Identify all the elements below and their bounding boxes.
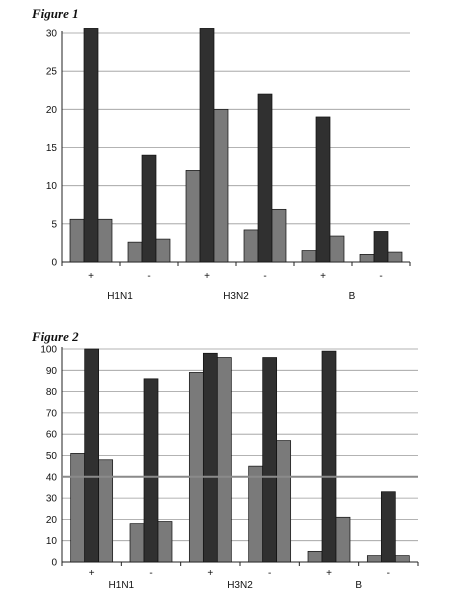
fig1-y-tick-label: 10 bbox=[46, 181, 58, 192]
fig2-y-tick-label: 20 bbox=[46, 515, 58, 526]
fig1-y-tick-label: 5 bbox=[51, 219, 57, 230]
fig2-bar-6-series-1 bbox=[366, 555, 382, 563]
fig1-category-label: + bbox=[204, 271, 210, 282]
fig2-bar-1-series-3 bbox=[98, 459, 114, 563]
fig1-bar-1-series-2 bbox=[83, 28, 99, 263]
fig1-category-label: - bbox=[147, 271, 150, 282]
fig2-bar-5-series-2 bbox=[321, 350, 337, 563]
fig2-y-tick-label: 60 bbox=[46, 430, 58, 441]
fig2-bar-5-series-1 bbox=[307, 550, 323, 563]
fig2-bar-4-series-2 bbox=[262, 357, 278, 563]
fig2-group-label: H3N2 bbox=[227, 580, 253, 591]
fig1-group-label: H3N2 bbox=[223, 291, 249, 302]
fig2-bar-4-series-3 bbox=[276, 440, 292, 563]
fig1-bar-3-series-3 bbox=[213, 108, 229, 263]
fig1-category-label: - bbox=[263, 271, 266, 282]
fig1-bar-4-series-2 bbox=[257, 93, 273, 263]
fig2-y-tick-label: 0 bbox=[51, 558, 57, 569]
fig1-bar-6-series-2 bbox=[373, 231, 389, 263]
fig1-bar-5-series-3 bbox=[329, 235, 345, 263]
fig1-group-label: B bbox=[349, 291, 356, 302]
fig2-bar-3-series-1 bbox=[188, 372, 204, 563]
fig2-y-tick-label: 80 bbox=[46, 387, 58, 398]
fig1-bar-4-series-3 bbox=[271, 208, 287, 263]
fig2-category-label: + bbox=[89, 568, 95, 579]
fig2-bar-2-series-2 bbox=[143, 378, 159, 563]
fig1-bar-5-series-2 bbox=[315, 116, 331, 263]
fig2-bar-6-series-2 bbox=[380, 491, 396, 563]
fig2-y-tick-label: 40 bbox=[46, 472, 58, 483]
fig1-y-tick-label: 25 bbox=[46, 67, 58, 78]
fig2-bar-3-series-3 bbox=[216, 357, 232, 563]
fig1-bar-2-series-3 bbox=[155, 238, 171, 263]
fig1-y-tick-label: 30 bbox=[46, 29, 58, 40]
fig1-category-label: + bbox=[320, 271, 326, 282]
fig2-category-label: + bbox=[326, 568, 332, 579]
figure-1-chart: 0 5 10 15 20 25 30 + - + - + - H1N1 H3N2 B bbox=[46, 28, 411, 302]
fig1-group-label: H1N1 bbox=[107, 291, 133, 302]
fig2-bar-1-series-1 bbox=[70, 453, 86, 563]
fig2-y-tick-label: 70 bbox=[46, 408, 58, 419]
fig2-bar-4-series-1 bbox=[248, 465, 264, 563]
fig2-group-label: B bbox=[355, 580, 362, 591]
fig1-category-label: - bbox=[379, 271, 382, 282]
figure-2-label: Figure 2 bbox=[32, 329, 79, 344]
fig1-bar-1-series-3 bbox=[97, 218, 113, 263]
fig2-y-tick-label: 90 bbox=[46, 366, 58, 377]
fig2-bar-6-series-3 bbox=[394, 555, 410, 563]
fig1-bar-6-series-3 bbox=[387, 251, 403, 263]
fig2-bar-5-series-3 bbox=[335, 516, 351, 563]
fig1-bar-2-series-2 bbox=[141, 154, 157, 263]
fig2-bar-1-series-2 bbox=[84, 348, 100, 563]
fig2-bar-3-series-2 bbox=[202, 352, 218, 563]
fig2-category-label: + bbox=[207, 568, 213, 579]
fig2-y-tick-label: 50 bbox=[46, 451, 58, 462]
fig1-y-tick-label: 0 bbox=[51, 258, 57, 269]
figure-1-label: Figure 1 bbox=[32, 6, 79, 21]
fig2-y-tick-label: 10 bbox=[46, 536, 58, 547]
fig2-category-label: - bbox=[268, 568, 271, 579]
fig1-y-tick-label: 20 bbox=[46, 105, 58, 116]
fig2-category-label: - bbox=[387, 568, 390, 579]
fig2-y-tick-label: 100 bbox=[40, 345, 57, 356]
fig2-category-label: - bbox=[149, 568, 152, 579]
fig2-bar-2-series-3 bbox=[157, 521, 173, 563]
fig2-bar-2-series-1 bbox=[129, 523, 145, 563]
fig1-category-label: + bbox=[88, 271, 94, 282]
fig2-group-label: H1N1 bbox=[109, 580, 135, 591]
fig2-y-tick-label: 30 bbox=[46, 494, 58, 505]
fig1-y-tick-label: 15 bbox=[46, 143, 58, 154]
